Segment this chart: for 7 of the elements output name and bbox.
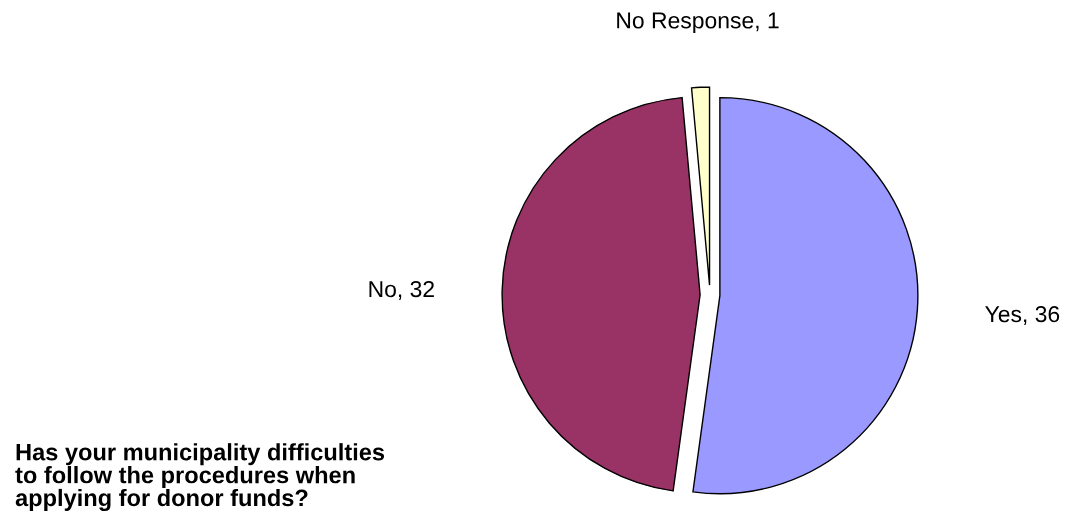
data-label: , 36 bbox=[1024, 306, 1060, 325]
slice-label: Yes bbox=[985, 306, 1022, 323]
data-label: , 1 bbox=[756, 12, 779, 32]
text: Has your municipality difficulties to follow the procedures when applying for donor funds? bbox=[15, 443, 385, 511]
slice-label: No Response bbox=[617, 12, 754, 34]
slice-label: No bbox=[369, 281, 396, 298]
data-label: , 32 bbox=[398, 280, 434, 300]
